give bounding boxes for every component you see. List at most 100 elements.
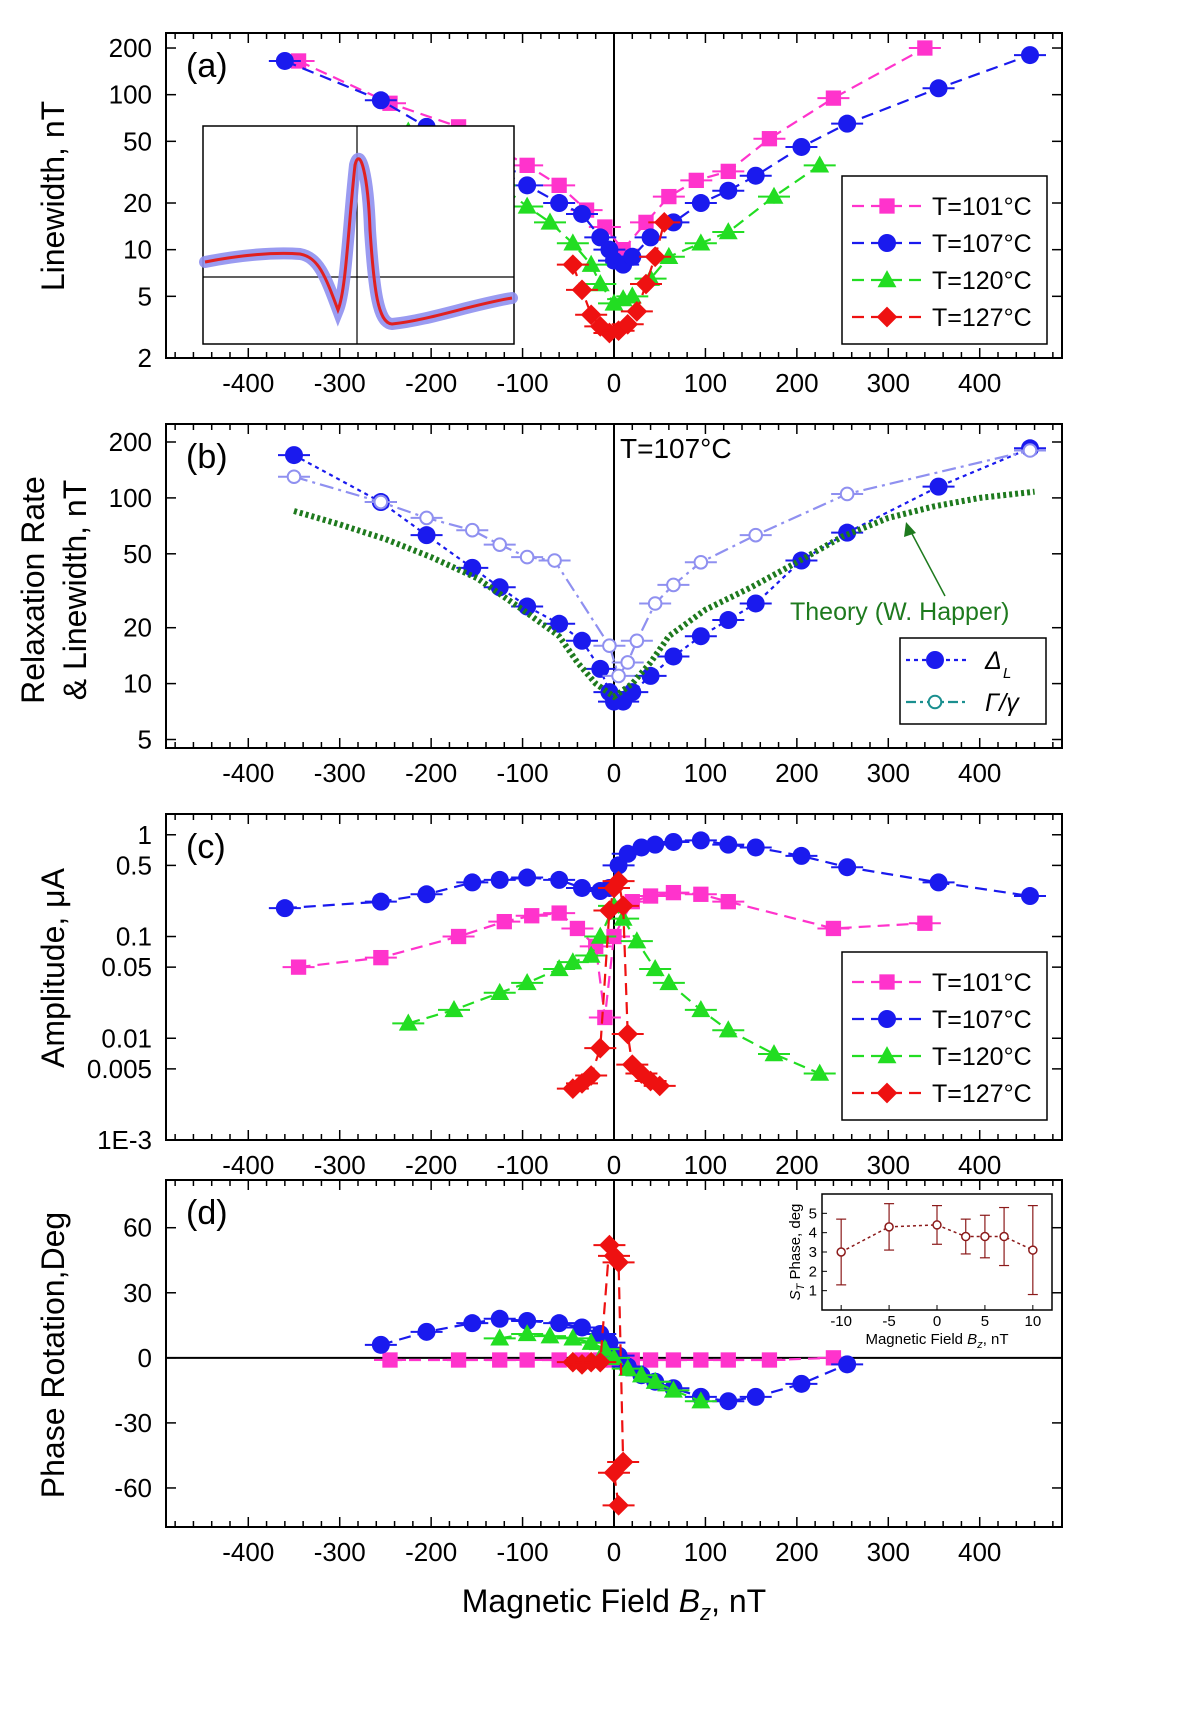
data-point bbox=[1021, 46, 1039, 65]
y-axis-title: Phase Rotation,Deg bbox=[35, 1212, 71, 1498]
data-point bbox=[573, 1318, 591, 1337]
data-point bbox=[645, 1371, 665, 1389]
data-point bbox=[642, 1352, 659, 1368]
y-axis-title: Linewidth, nT bbox=[35, 101, 71, 291]
data-point bbox=[929, 873, 948, 892]
data-point bbox=[591, 659, 610, 678]
data-point bbox=[838, 858, 857, 877]
x-tick-label: 0 bbox=[607, 758, 621, 788]
x-tick-label: 400 bbox=[958, 368, 1001, 398]
data-point bbox=[571, 1353, 593, 1375]
x-tick-label: -100 bbox=[497, 1150, 549, 1180]
data-point bbox=[551, 177, 567, 193]
data-point bbox=[590, 926, 610, 944]
y-tick-label: 200 bbox=[109, 33, 152, 63]
data-point bbox=[580, 304, 602, 326]
data-point bbox=[517, 196, 537, 214]
x-tick-label: -300 bbox=[314, 1150, 366, 1180]
y-tick-label: 0.1 bbox=[116, 922, 152, 952]
legend-label: Γ/γ bbox=[985, 689, 1020, 717]
legend-frame bbox=[899, 637, 1047, 725]
data-point bbox=[517, 973, 537, 991]
data-point bbox=[417, 885, 436, 904]
data-point bbox=[398, 1013, 418, 1031]
data-point bbox=[581, 1332, 601, 1350]
data-point bbox=[638, 214, 654, 231]
data-point bbox=[691, 194, 710, 213]
x-tick-label: 200 bbox=[775, 758, 818, 788]
x-title-sub: z bbox=[699, 1600, 711, 1625]
data-point bbox=[719, 1392, 738, 1411]
x-tick-label: -100 bbox=[497, 368, 549, 398]
data-point bbox=[589, 316, 611, 337]
data-point bbox=[929, 477, 948, 496]
y-tick-label: 5 bbox=[138, 725, 152, 755]
data-point bbox=[450, 1352, 467, 1368]
data-point bbox=[664, 832, 683, 851]
x-tick-label: 200 bbox=[775, 1150, 818, 1180]
data-point bbox=[718, 1020, 738, 1038]
x-tick-label: 0 bbox=[607, 1150, 621, 1180]
y-tick-label: 1 bbox=[138, 820, 152, 850]
data-point bbox=[649, 1075, 671, 1097]
data-point bbox=[718, 222, 738, 240]
y-tick-label: 0 bbox=[138, 1343, 152, 1373]
data-point bbox=[620, 655, 636, 670]
data-point bbox=[275, 899, 294, 918]
panel-label: (c) bbox=[186, 828, 226, 866]
data-point bbox=[635, 273, 657, 295]
data-point bbox=[563, 233, 583, 251]
data-point bbox=[761, 1352, 778, 1368]
inset-y-sub: T bbox=[795, 1282, 807, 1290]
y-tick-label: 50 bbox=[123, 539, 152, 569]
data-point bbox=[589, 1037, 611, 1059]
data-point bbox=[629, 633, 645, 649]
x-tick-label: 300 bbox=[867, 368, 910, 398]
inset-y-tick-label: 3 bbox=[809, 1244, 817, 1261]
x-tick-label: 200 bbox=[775, 368, 818, 398]
legend-marker bbox=[927, 694, 943, 710]
data-point bbox=[371, 1335, 390, 1354]
panel-1-axes: -400 -300 -200 -100 0 100 200 300 400 5 10 20 50 100 2… bbox=[109, 423, 1063, 788]
data-point bbox=[463, 1314, 482, 1333]
data-point bbox=[1021, 887, 1039, 906]
x-tick-label: 100 bbox=[684, 1537, 727, 1567]
theory-arrow bbox=[909, 529, 946, 597]
y-tick-label: -30 bbox=[114, 1408, 152, 1438]
data-point bbox=[519, 157, 535, 173]
data-point bbox=[603, 1462, 625, 1484]
x-tick-label: 0 bbox=[607, 368, 621, 398]
data-point bbox=[563, 1328, 583, 1346]
data-point bbox=[608, 1252, 629, 1273]
data-point bbox=[597, 1009, 613, 1026]
inset-data-point bbox=[980, 1231, 990, 1242]
x-tick-label: -200 bbox=[405, 1537, 457, 1567]
data-point bbox=[622, 286, 642, 304]
data-point bbox=[693, 554, 709, 570]
series-1-0 bbox=[278, 439, 1046, 711]
y-tick-label: 1E-3 bbox=[97, 1125, 152, 1155]
series-line bbox=[571, 222, 666, 335]
data-point bbox=[691, 831, 710, 850]
data-point bbox=[720, 163, 736, 180]
data-point bbox=[563, 952, 583, 970]
data-point bbox=[647, 596, 663, 611]
data-point bbox=[612, 1451, 634, 1473]
data-point bbox=[580, 1065, 602, 1086]
data-point bbox=[646, 835, 665, 854]
legend-marker bbox=[876, 1082, 898, 1104]
y-tick-label: 0.5 bbox=[116, 850, 152, 880]
y-tick-label: 50 bbox=[123, 126, 152, 156]
legend-marker bbox=[876, 306, 898, 328]
data-point bbox=[792, 137, 811, 156]
data-point bbox=[463, 873, 482, 892]
y-tick-label: 200 bbox=[109, 427, 152, 457]
legend-label: T=101°C bbox=[932, 193, 1032, 221]
x-tick-label: 400 bbox=[958, 758, 1001, 788]
y-axis-title-line2: & Linewidth, nT bbox=[57, 480, 93, 701]
data-point bbox=[825, 920, 842, 937]
data-point bbox=[839, 486, 855, 502]
x-title-var: B bbox=[679, 1583, 700, 1619]
x-tick-label: -300 bbox=[314, 758, 366, 788]
